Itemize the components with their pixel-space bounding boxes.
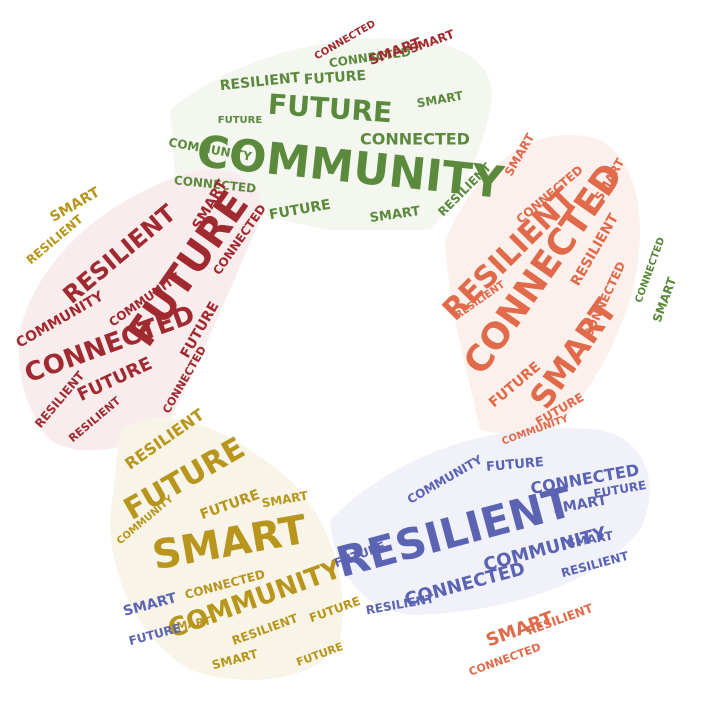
- hand-shape-blue: [330, 428, 650, 615]
- hand-shape-green: [170, 38, 492, 230]
- word-smart-4: SMART: [369, 204, 421, 226]
- word-future-6: FUTURE: [303, 68, 366, 88]
- hand-shape-gold: [110, 418, 343, 680]
- word-connected-2: CONNECTED: [360, 130, 470, 149]
- word-future-12: FUTURE: [218, 115, 263, 126]
- word-connected-73: CONNECTED: [467, 640, 542, 678]
- hand-shape-orange: [445, 134, 640, 440]
- hand-silhouettes: [18, 38, 650, 680]
- hand-shape-red: [18, 169, 262, 451]
- word-future-62: FUTURE: [486, 455, 545, 475]
- word-smart-28: SMART: [650, 275, 679, 324]
